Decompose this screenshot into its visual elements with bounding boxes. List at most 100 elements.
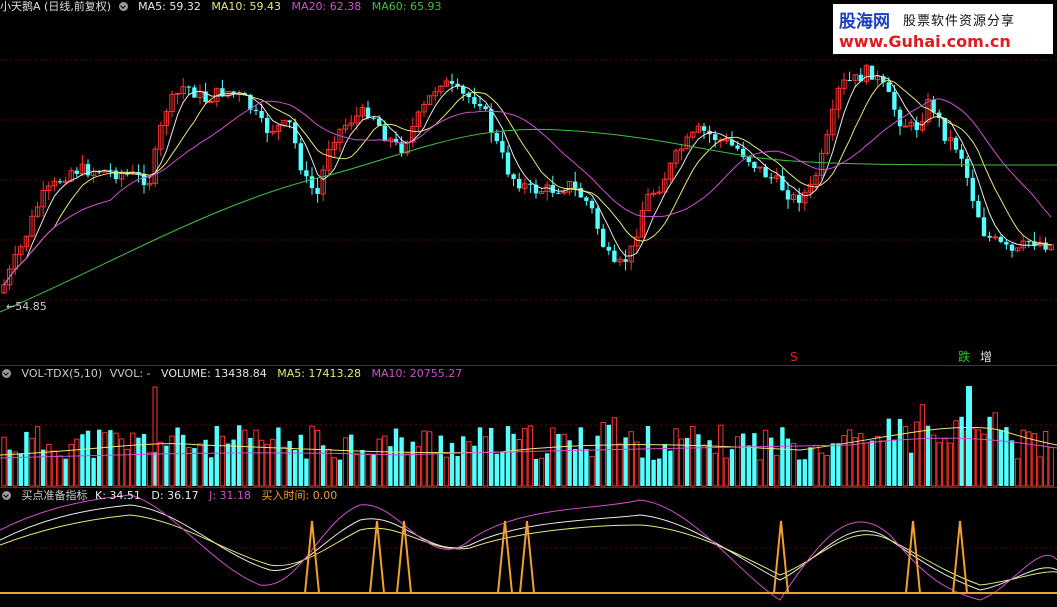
watermark-logo: 股海网 股票软件资源分享 www.Guhai.com.cn [833, 4, 1053, 54]
volume-bar-down [668, 450, 673, 486]
volume-bar-up [1037, 456, 1043, 487]
candle-down [220, 88, 225, 96]
volume-bar-down [209, 457, 214, 486]
volume-bar-up [930, 434, 937, 487]
candle-up [662, 178, 668, 193]
signal-label: 跌 [958, 349, 970, 364]
volume-bar-up [874, 436, 881, 487]
volume-bar-down [91, 457, 96, 486]
candle-up [270, 130, 276, 134]
volume-bar-up [538, 457, 545, 487]
volume-bar-up [421, 430, 427, 487]
candle-down [528, 183, 533, 185]
volume-bar-down [662, 443, 667, 486]
candle-up [174, 92, 181, 95]
volume-bar-up [130, 432, 136, 487]
candle-down [1004, 241, 1009, 245]
candle-up [650, 192, 657, 195]
settings-circle-icon[interactable] [118, 2, 128, 11]
volume-bar-up [516, 439, 522, 487]
candle-down [998, 236, 1003, 242]
volume-bar-down [276, 427, 281, 486]
candle-up [667, 162, 674, 180]
volume-bar-down [892, 439, 897, 486]
volume-bar-down [802, 459, 807, 486]
volume-bar-up [846, 429, 853, 487]
volume-bar-down [80, 434, 85, 486]
candle-up [690, 131, 696, 138]
ma60-line [0, 128, 1057, 313]
candle-down [573, 181, 578, 189]
volume-settings-icon[interactable] [2, 369, 11, 378]
candle-down [785, 190, 791, 200]
d-line [0, 514, 1057, 586]
vvol-label: VVOL: - [109, 367, 151, 380]
candle-down [259, 111, 264, 119]
volume-bar-down [966, 386, 972, 486]
candle-up [656, 191, 662, 194]
volume-bar-down [584, 448, 589, 486]
candle-down [483, 106, 488, 110]
k-line [0, 504, 1057, 591]
candle-down [461, 86, 466, 94]
volume-ma10-line [0, 437, 1057, 459]
candle-down [881, 76, 886, 83]
volume-bar-up [146, 452, 153, 487]
candle-down [97, 171, 102, 173]
candle-down [584, 197, 589, 201]
candle-down [253, 109, 259, 112]
candle-down [1043, 242, 1048, 250]
volume-bar-up [634, 441, 640, 487]
candle-up [813, 174, 819, 185]
volume-bar-down [696, 434, 701, 486]
volume-bar-up [818, 452, 825, 487]
candle-up [1014, 247, 1021, 252]
volume-bar-up [443, 456, 450, 487]
volume-bar-up [734, 436, 741, 487]
volume-bar-up [34, 426, 41, 487]
candle-down [965, 158, 970, 178]
candle-down [746, 157, 751, 162]
candle-up [673, 150, 679, 164]
volume-bar-down [567, 440, 572, 486]
candle-down [265, 118, 270, 133]
candle-down [511, 174, 516, 179]
volume-bar-down [1009, 440, 1015, 486]
volume-bar-up [219, 435, 226, 487]
volume-header: VOL-TDX(5,10) VVOL: - VOLUME: 13438.84 M… [0, 367, 469, 381]
volume-bar-down [505, 426, 511, 486]
candle-down [377, 118, 382, 126]
candle-up [874, 75, 881, 81]
volume-bar-down [897, 418, 903, 486]
ma5-label: MA5: 59.32 [138, 0, 201, 13]
volume-bar-up [790, 442, 797, 487]
candle-down [886, 82, 891, 92]
volume-bar-up [242, 429, 248, 487]
volume-bar-down [293, 449, 298, 486]
volume-bar-up [382, 435, 388, 487]
candle-up [146, 182, 153, 186]
candle-down [382, 125, 387, 142]
volume-bar-up [482, 436, 489, 487]
candle-down [959, 149, 964, 159]
candle-down [298, 143, 303, 171]
candle-up [947, 137, 954, 142]
candle-down [399, 142, 404, 153]
volume-bar-up [326, 448, 332, 487]
volume-bar-down [785, 438, 791, 486]
candle-up [774, 175, 780, 179]
volume-bar-down [545, 453, 550, 486]
volume-bar-down [472, 445, 477, 486]
candle-up [348, 122, 354, 126]
volume-bar-up [415, 446, 422, 487]
candle-down [309, 176, 315, 189]
candle-down [466, 93, 471, 98]
volume-bar-up [342, 437, 349, 487]
candle-up [23, 235, 30, 248]
volume-bar-up [561, 433, 567, 487]
candle-down [57, 181, 63, 183]
candle-down [701, 126, 707, 131]
indicator-settings-icon[interactable] [2, 491, 11, 500]
volume-bar-up [113, 432, 119, 487]
